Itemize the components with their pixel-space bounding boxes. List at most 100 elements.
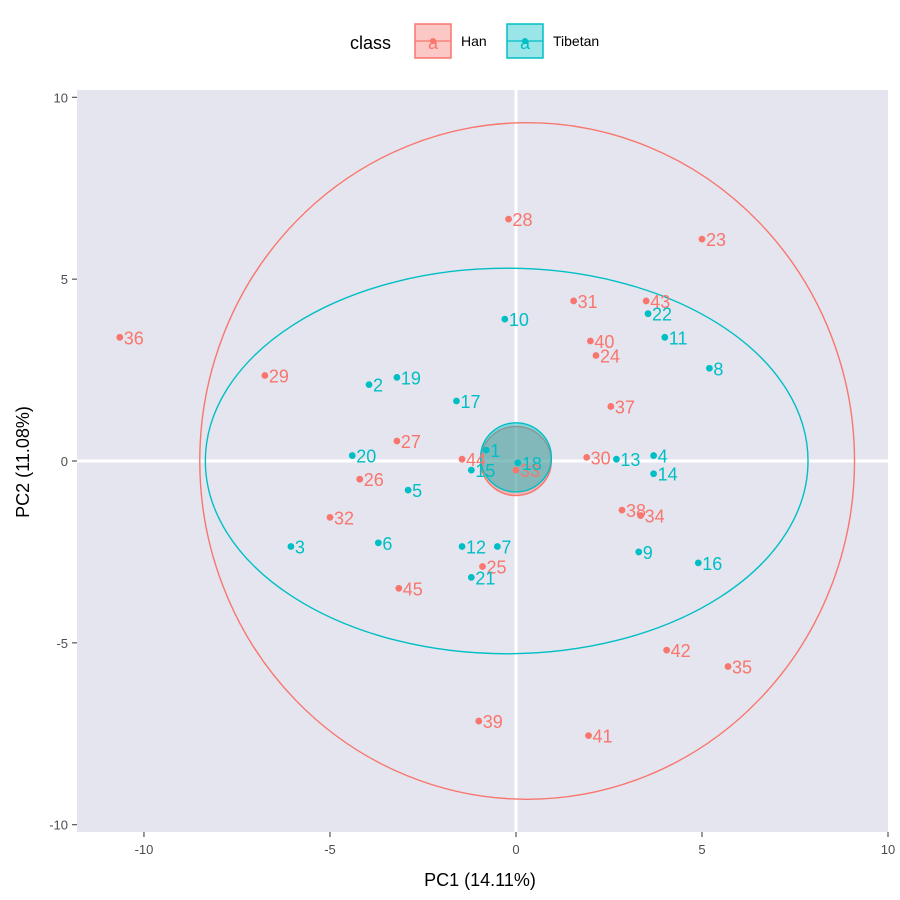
point-label: 39: [483, 712, 503, 732]
data-point: [453, 397, 460, 405]
point-label: 36: [124, 328, 144, 348]
point-label: 10: [509, 310, 529, 330]
data-point: [583, 453, 591, 461]
data-point: [467, 573, 475, 581]
data-point: [698, 235, 706, 243]
point-label: 29: [269, 367, 289, 387]
point-label: 21: [475, 568, 495, 588]
point-label: 12: [466, 537, 486, 557]
data-point: [650, 470, 658, 478]
data-point: [287, 543, 295, 550]
point-label: 42: [671, 641, 691, 661]
data-point: [650, 452, 658, 459]
x-tick-label: -5: [324, 842, 336, 857]
data-point: [644, 310, 652, 318]
point-label: 35: [732, 658, 752, 678]
legend-key-glyph-tibetan: a: [520, 33, 531, 53]
data-point: [607, 403, 615, 410]
point-label: 28: [513, 210, 533, 230]
y-tick-label: 5: [61, 272, 68, 287]
data-point: [493, 543, 501, 550]
data-point: [618, 506, 626, 514]
point-label: 1: [490, 441, 500, 461]
point-label: 17: [460, 392, 480, 412]
confidence-ellipse-tibetan: [204, 267, 809, 655]
data-point: [663, 646, 671, 654]
point-label: 40: [594, 332, 614, 352]
y-tick-label: -5: [56, 636, 68, 651]
data-point: [482, 446, 490, 454]
point-label: 4: [658, 447, 668, 467]
data-point: [356, 475, 364, 483]
data-point: [501, 315, 509, 323]
data-point: [642, 297, 650, 305]
data-point: [592, 352, 600, 359]
point-label: 27: [401, 432, 421, 452]
point-label: 24: [600, 347, 620, 367]
data-point: [706, 364, 713, 372]
point-label: 33: [520, 461, 540, 481]
data-point: [635, 548, 643, 556]
legend-label-han: Han: [461, 33, 487, 49]
data-point: [724, 663, 732, 670]
data-points: [116, 215, 732, 740]
data-point: [374, 539, 382, 547]
legend-label-tibetan: Tibetan: [553, 33, 599, 49]
point-label: 20: [356, 447, 376, 467]
confidence-ellipse-han: [199, 122, 856, 800]
point-label: 44: [466, 450, 486, 470]
data-point: [348, 452, 356, 459]
data-point: [116, 333, 124, 341]
point-label: 15: [475, 461, 495, 481]
x-tick-label: 0: [512, 842, 519, 857]
legend-key-glyph-han: a: [428, 33, 439, 53]
point-label: 13: [620, 450, 640, 470]
x-tick-label: 5: [698, 842, 705, 857]
data-point: [458, 455, 466, 463]
point-label: 5: [412, 481, 422, 501]
legend-title: class: [350, 33, 391, 53]
x-tick-label: -10: [135, 842, 154, 857]
data-point: [475, 717, 483, 725]
point-label: 25: [487, 557, 507, 577]
x-tick-label: 10: [881, 842, 895, 857]
y-tick-label: 10: [54, 90, 68, 105]
point-label: 41: [593, 727, 613, 747]
x-axis-title: PC1 (14.11%): [424, 870, 536, 890]
legend-key-point-tibetan: [522, 38, 528, 44]
data-point: [514, 459, 522, 467]
y-tick-label: -10: [49, 818, 68, 833]
point-label: 11: [669, 328, 688, 348]
point-label: 31: [578, 292, 598, 312]
legend-entry-han: a Han: [414, 23, 487, 59]
point-label: 3: [295, 537, 305, 557]
point-label: 32: [334, 508, 354, 528]
point-label: 37: [615, 397, 635, 417]
data-point: [694, 559, 702, 567]
confidence-ellipses: [199, 122, 856, 800]
point-label: 6: [382, 534, 392, 554]
data-point: [365, 381, 373, 389]
point-label: 8: [713, 359, 723, 379]
point-label: 19: [401, 368, 421, 388]
point-label: 45: [403, 579, 423, 599]
data-point: [467, 466, 475, 474]
y-tick-label: 0: [61, 454, 68, 469]
point-label: 38: [626, 501, 646, 521]
data-point: [261, 372, 269, 379]
y-axis-title: PC2 (11.08%): [13, 406, 33, 518]
legend-entry-tibetan: a Tibetan: [506, 23, 599, 59]
point-label: 43: [650, 292, 670, 312]
point-label: 23: [706, 230, 726, 250]
point-label: 16: [702, 554, 722, 574]
data-point: [458, 543, 466, 550]
legend: class a Han a Tibetan: [350, 23, 599, 59]
axes: -10 -5 0 5 10 -10 -5 0 5 10: [49, 90, 895, 857]
point-label: 14: [658, 465, 678, 485]
point-label: 34: [645, 507, 665, 527]
data-point: [512, 466, 520, 474]
data-point: [637, 512, 645, 519]
data-point: [393, 373, 401, 381]
